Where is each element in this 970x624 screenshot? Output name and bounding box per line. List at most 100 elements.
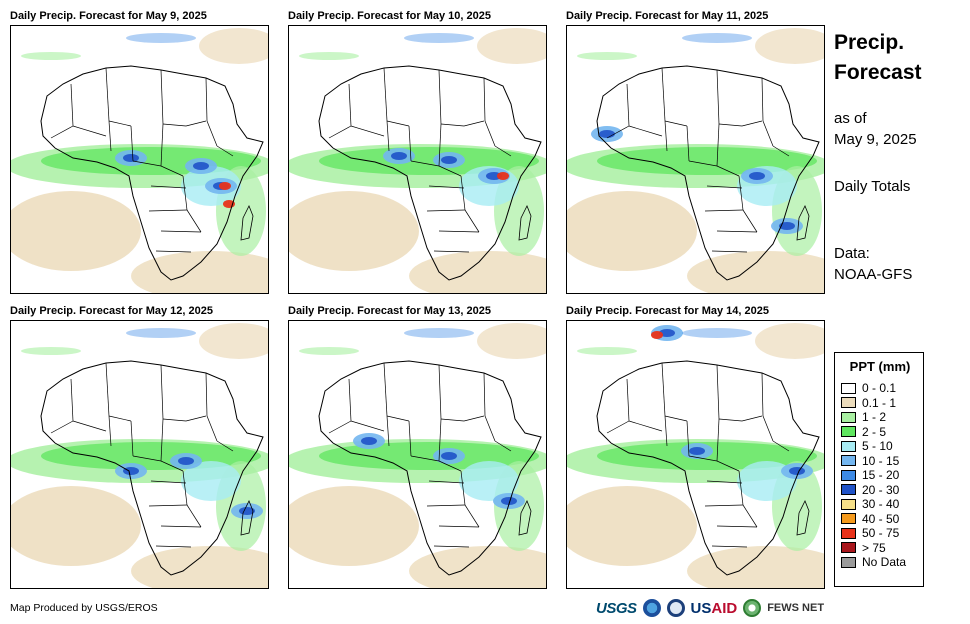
state-dept-seal-icon bbox=[666, 599, 685, 617]
legend-swatch bbox=[841, 397, 856, 409]
country-border bbox=[718, 418, 743, 422]
legend-label: 15 - 20 bbox=[862, 468, 900, 483]
forecast-map-may-10 bbox=[288, 25, 547, 294]
country-border bbox=[686, 125, 690, 162]
country-border bbox=[761, 372, 764, 417]
map-title-line-1: Precip. bbox=[834, 31, 905, 54]
fews-globe-icon bbox=[743, 599, 762, 617]
precip-area bbox=[687, 251, 824, 293]
precip-area bbox=[404, 33, 474, 43]
legend-label: 5 - 10 bbox=[862, 439, 893, 454]
country-border bbox=[130, 125, 134, 162]
madagascar-outline bbox=[240, 500, 254, 536]
country-border bbox=[460, 470, 466, 506]
country-border bbox=[206, 415, 218, 442]
legend-swatch bbox=[841, 556, 856, 568]
madagascar-outline bbox=[240, 205, 254, 241]
legend-swatch bbox=[841, 411, 856, 423]
map-title-line-2: Forecast bbox=[834, 61, 922, 84]
country-border bbox=[160, 525, 202, 528]
precip-area bbox=[404, 328, 474, 338]
country-border bbox=[410, 455, 440, 462]
usaid-logo: USAID bbox=[691, 600, 738, 617]
legend-swatch bbox=[841, 426, 856, 438]
country-border bbox=[216, 145, 234, 157]
totals-label: Daily Totals bbox=[834, 178, 911, 195]
country-border bbox=[148, 504, 188, 507]
legend-label: 2 - 5 bbox=[862, 424, 887, 439]
country-border bbox=[205, 77, 208, 122]
data-source: Data: NOAA-GFS bbox=[834, 243, 912, 285]
precip-area bbox=[123, 154, 139, 162]
country-border bbox=[440, 123, 465, 127]
legend-swatch bbox=[841, 469, 856, 481]
country-border bbox=[182, 175, 188, 211]
country-border bbox=[628, 125, 663, 137]
precip-area bbox=[126, 33, 196, 43]
legend-swatch bbox=[841, 455, 856, 467]
data-source-label: Data: bbox=[834, 245, 870, 262]
country-border bbox=[716, 460, 740, 472]
country-border bbox=[716, 123, 720, 167]
country-border bbox=[483, 372, 486, 417]
country-border bbox=[426, 504, 466, 507]
country-border bbox=[433, 545, 470, 548]
country-border bbox=[428, 185, 465, 189]
country-border bbox=[108, 120, 132, 127]
precip-area bbox=[599, 130, 615, 138]
legend-label: 20 - 30 bbox=[862, 482, 900, 497]
precip-area bbox=[755, 323, 824, 359]
country-border bbox=[688, 160, 718, 167]
country-border bbox=[463, 120, 485, 127]
continent-outline bbox=[318, 360, 542, 576]
country-border bbox=[438, 418, 442, 462]
country-border bbox=[350, 420, 385, 432]
country-border bbox=[664, 120, 668, 152]
precip-area bbox=[409, 251, 546, 293]
country-border bbox=[426, 209, 466, 212]
country-border bbox=[628, 420, 663, 432]
legend-item: 1 - 2 bbox=[841, 410, 923, 425]
country-border bbox=[108, 415, 132, 422]
precip-area bbox=[299, 52, 359, 60]
country-border bbox=[408, 420, 412, 457]
country-border bbox=[182, 470, 188, 506]
legend-swatch bbox=[841, 382, 856, 394]
precip-area bbox=[497, 172, 509, 180]
country-border bbox=[606, 125, 630, 139]
legend-label: 1 - 2 bbox=[862, 410, 887, 425]
agency-logos: USGS USAID FEWS NET bbox=[596, 597, 824, 619]
precip-area bbox=[682, 328, 752, 338]
country-border bbox=[410, 160, 440, 167]
country-border bbox=[772, 440, 790, 452]
country-border bbox=[762, 415, 774, 442]
country-border bbox=[761, 77, 764, 122]
madagascar-outline bbox=[796, 205, 810, 241]
country-border bbox=[688, 455, 718, 462]
precip-area bbox=[181, 461, 241, 501]
precip-area bbox=[299, 347, 359, 355]
country-border bbox=[438, 230, 480, 233]
country-border bbox=[711, 250, 748, 253]
country-border bbox=[718, 123, 743, 127]
precip-area bbox=[131, 251, 268, 293]
legend-item: 0.1 - 1 bbox=[841, 396, 923, 411]
precip-area bbox=[441, 452, 457, 460]
country-border bbox=[50, 125, 74, 139]
country-border bbox=[108, 120, 112, 152]
country-border bbox=[132, 160, 162, 167]
country-border bbox=[350, 125, 385, 137]
country-border bbox=[72, 125, 107, 137]
precip-area bbox=[687, 546, 824, 588]
legend-label: 0.1 - 1 bbox=[862, 395, 897, 410]
precip-area bbox=[289, 191, 419, 271]
country-border bbox=[741, 120, 763, 127]
country-border bbox=[186, 209, 202, 233]
legend-item: 20 - 30 bbox=[841, 483, 923, 498]
country-border bbox=[711, 545, 748, 548]
country-border bbox=[438, 165, 462, 177]
precip-area bbox=[289, 486, 419, 566]
country-border bbox=[438, 123, 442, 167]
country-border bbox=[741, 415, 763, 422]
country-border bbox=[348, 378, 352, 422]
